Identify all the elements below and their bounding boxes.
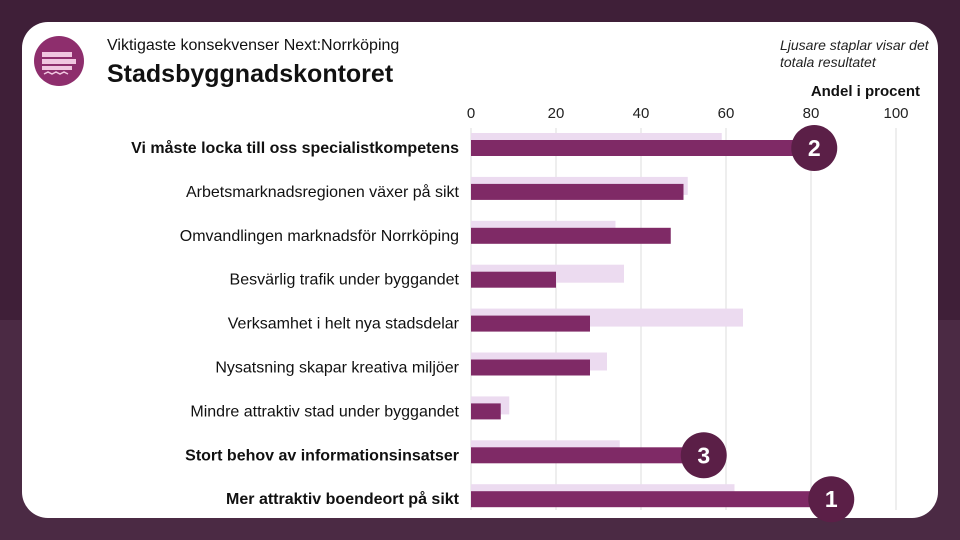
bar-stadsbyggnadskontoret xyxy=(471,140,799,156)
category-label: Nysatsning skapar kreativa miljöer xyxy=(215,360,459,377)
x-tick-label: 80 xyxy=(803,105,820,122)
logo-icon xyxy=(34,36,84,86)
bar-stadsbyggnadskontoret xyxy=(471,491,816,508)
rank-badge-label: 1 xyxy=(825,486,838,512)
bar-stadsbyggnadskontoret xyxy=(471,315,590,332)
rank-badge-label: 2 xyxy=(808,135,821,161)
bar-stadsbyggnadskontoret xyxy=(471,447,688,464)
x-tick-label: 100 xyxy=(883,105,908,122)
chart-subtitle: Viktigaste konsekvenser Next:Norrköping xyxy=(107,37,400,54)
bar-stadsbyggnadskontoret xyxy=(471,403,501,420)
rank-badge xyxy=(791,125,838,171)
rank-badge xyxy=(808,476,855,523)
x-tick-label: 20 xyxy=(548,105,565,122)
bar-stadsbyggnadskontoret xyxy=(471,359,590,376)
bar-stadsbyggnadskontoret xyxy=(471,271,556,288)
x-tick-label: 60 xyxy=(718,105,735,122)
bar-stadsbyggnadskontoret xyxy=(471,227,671,244)
category-label: Omvandlingen marknadsför Norrköping xyxy=(180,228,459,245)
category-label: Vi måste locka till oss specialistkompet… xyxy=(131,139,459,157)
x-tick-label: 40 xyxy=(633,105,650,122)
x-axis-label: Andel i procent xyxy=(810,83,920,100)
category-label: Verksamhet i helt nya stadsdelar xyxy=(228,316,460,333)
category-label: Stort behov av informationsinsatser xyxy=(185,447,459,464)
category-label: Besvärlig trafik under byggandet xyxy=(230,272,460,289)
category-label: Mer attraktiv boendeort på sikt xyxy=(226,490,460,508)
category-label: Arbetsmarknadsregionen växer på sikt xyxy=(186,183,460,201)
legend-note: Ljusare staplar visar det totala resulta… xyxy=(780,37,929,70)
category-label: Mindre attraktiv stad under byggandet xyxy=(190,403,459,420)
x-tick-label: 0 xyxy=(467,105,475,122)
rank-badge-label: 3 xyxy=(697,442,710,468)
page-title: Stadsbyggnadskontoret xyxy=(107,60,394,88)
rank-badge xyxy=(680,432,727,479)
bar-stadsbyggnadskontoret xyxy=(471,183,684,200)
